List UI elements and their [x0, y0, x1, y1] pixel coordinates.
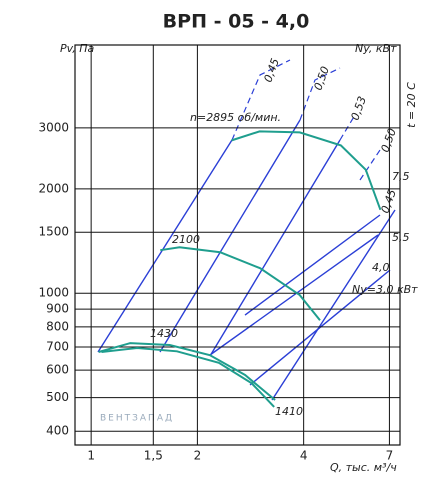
- efficiency-line: [231, 59, 291, 141]
- annotation: 0,53: [348, 95, 369, 122]
- annotation: 7,5: [392, 170, 410, 183]
- curve-label: n=2895 об/мин.: [190, 111, 281, 124]
- power-line: [244, 214, 381, 316]
- y-tick-label: 2000: [38, 181, 69, 195]
- temperature-label: t = 20 С: [405, 82, 418, 128]
- ray: [97, 139, 233, 353]
- curve: [98, 342, 276, 401]
- y-tick-label: 600: [46, 363, 69, 377]
- annotation: 4,0: [372, 261, 390, 274]
- annotation: 0,50: [378, 127, 399, 154]
- curve: [231, 130, 382, 211]
- curve: [101, 347, 275, 408]
- plot-frame: [74, 44, 401, 446]
- x-tick-label: 2: [194, 449, 202, 463]
- y-tick-label: 900: [46, 302, 69, 316]
- y-tick-label: 1500: [38, 225, 69, 239]
- y-tick-label: 400: [46, 424, 69, 438]
- watermark: ВЕНТЗАПАД: [100, 414, 174, 424]
- x-axis-label: Q, тыс. м³/ч: [330, 461, 397, 474]
- decorations: [97, 59, 396, 401]
- annotation: 5,5: [392, 231, 410, 244]
- x-tick-label: 4: [300, 449, 308, 463]
- power-line: [249, 269, 391, 386]
- x-tick-label: 1,5: [144, 449, 163, 463]
- y-tick-label: 700: [46, 339, 69, 353]
- curve-label: 1410: [275, 405, 303, 418]
- annotation: Ny=3,0 кВт: [352, 283, 418, 296]
- curve-label: 1430: [150, 327, 178, 340]
- ray: [271, 209, 396, 401]
- curve: [160, 246, 321, 321]
- power-line: [209, 234, 379, 356]
- y-axis-label: Pv, Па: [60, 42, 95, 55]
- y-tick-label: 800: [46, 319, 69, 333]
- annotation: 0,50: [311, 65, 332, 92]
- annotation: 0,45: [378, 188, 399, 215]
- annotation: 0,45: [261, 57, 282, 84]
- ray: [209, 139, 341, 357]
- curve-label: 2100: [172, 233, 200, 246]
- ray: [159, 119, 301, 353]
- y-tick-label: 3000: [38, 120, 69, 134]
- y-tick-label: 1000: [38, 286, 69, 300]
- efficiency-line: [359, 149, 381, 181]
- chart-title: ВРП - 05 - 4,0: [163, 11, 310, 33]
- x-tick-label: 1: [87, 449, 95, 463]
- y2-axis-label: Ny, кВт: [355, 42, 397, 55]
- y-tick-label: 500: [46, 390, 69, 404]
- x-tick-label: 7: [386, 449, 394, 463]
- efficiency-line: [299, 67, 341, 121]
